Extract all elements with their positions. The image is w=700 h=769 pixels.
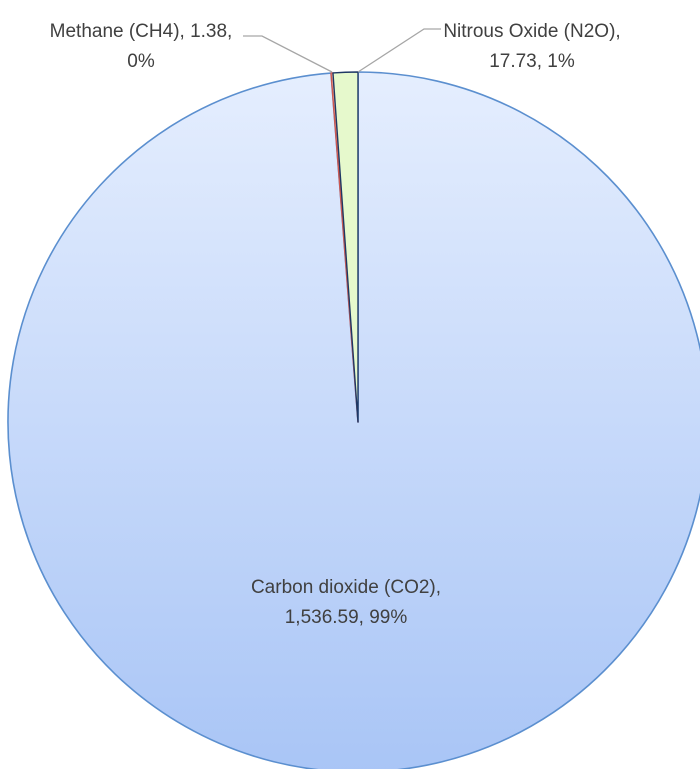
data-label-line: Methane (CH4), 1.38, [50, 21, 233, 42]
leader-line [243, 35, 333, 73]
slice-carbon-dioxide-co2 [7, 71, 700, 769]
data-label-line: Nitrous Oxide (N2O), [443, 21, 620, 42]
data-label-line: 17.73, 1% [489, 51, 575, 72]
slice-nitrous-oxide-n2o [332, 71, 359, 423]
data-label-line: 1,536.59, 99% [285, 607, 408, 628]
data-label: Nitrous Oxide (N2O), 17.73, 1% [443, 21, 620, 72]
data-label: Methane (CH4), 1.38, 0% [50, 21, 233, 72]
leader-lines [243, 28, 441, 73]
data-label-line: 0% [127, 51, 155, 72]
data-label-line: Carbon dioxide (CO2), [251, 577, 441, 598]
pie-slices [7, 71, 700, 769]
leader-line [357, 28, 441, 73]
data-label: Carbon dioxide (CO2), 1,536.59, 99% [251, 577, 441, 628]
data-labels: Carbon dioxide (CO2), 1,536.59, 99% Methan… [50, 21, 621, 628]
